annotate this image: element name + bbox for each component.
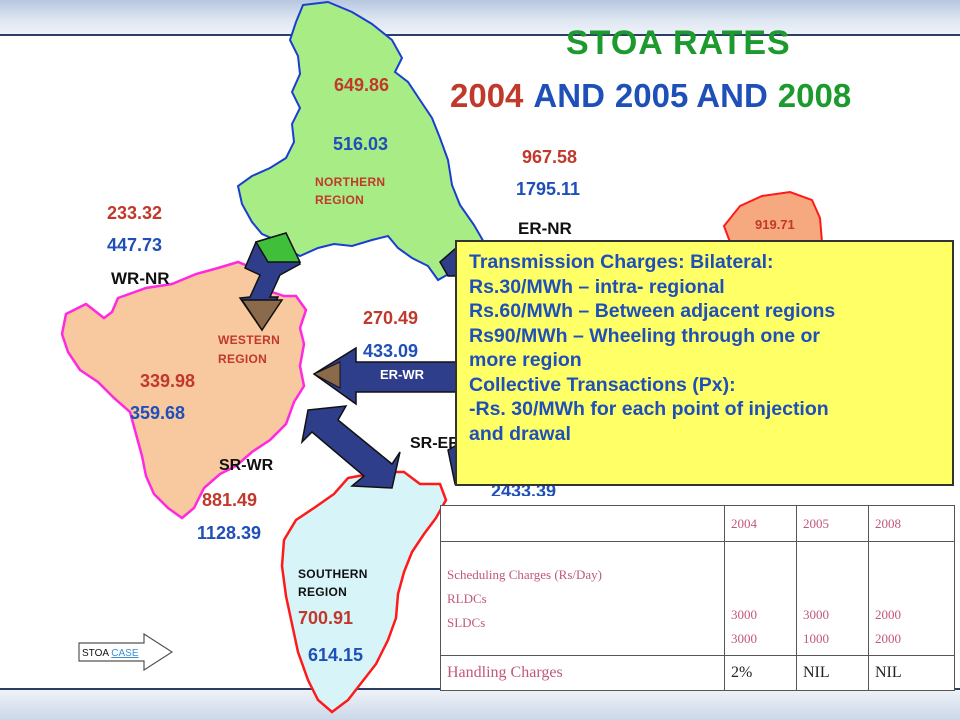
subtitle-2008: 2008 xyxy=(777,77,852,114)
table-header-2005: 2005 xyxy=(796,505,869,542)
southern-region-shape xyxy=(280,470,448,714)
note-line: Rs.60/MWh – Between adjacent regions xyxy=(469,300,836,322)
scheduling-charges-cell: Scheduling Charges (Rs/Day) RLDCs SLDCs xyxy=(440,541,725,656)
handling-2004: 2% xyxy=(724,655,797,691)
value-cell: 2000 xyxy=(875,607,901,622)
south-value-2005: 614.15 xyxy=(308,645,364,665)
table-header-2004: 2004 xyxy=(724,505,797,542)
western-region-label-line2: REGION xyxy=(218,352,268,366)
stoa-case-prefix: STOA xyxy=(82,648,109,659)
arrow-right-icon xyxy=(78,633,174,671)
west-value-2005: 359.68 xyxy=(130,403,186,423)
er-wr-value-2004: 270.49 xyxy=(363,308,419,328)
value-cell: 3000 xyxy=(731,631,757,646)
stoa-case-button[interactable]: STOA CASE xyxy=(78,633,174,671)
er-wr-label: ER-WR xyxy=(380,367,425,382)
scheduling-label: Scheduling Charges (Rs/Day) xyxy=(447,566,603,582)
sr-wr-label: SR-WR xyxy=(219,457,274,474)
south-value-2004: 700.91 xyxy=(298,608,354,628)
wr-nr-value-2005: 447.73 xyxy=(107,235,163,255)
table-row: Scheduling Charges (Rs/Day) RLDCs SLDCs … xyxy=(440,541,955,656)
note-line: Rs90/MWh – Wheeling through one or xyxy=(469,324,820,347)
note-line: and drawal xyxy=(469,422,571,445)
northern-region-label-line2: REGION xyxy=(315,193,365,207)
slide-top-bar xyxy=(0,0,960,34)
er-nr-label: ER-NR xyxy=(518,219,572,238)
sldcs-label: SLDCs xyxy=(447,614,486,630)
value-cell: 2000 xyxy=(875,631,901,646)
northern-region-shape xyxy=(236,0,487,282)
sr-wr-value-2005: 1128.39 xyxy=(197,523,262,543)
north-value-2004: 649.86 xyxy=(334,75,390,95)
handling-2005: NIL xyxy=(796,655,869,691)
handling-2008: NIL xyxy=(868,655,955,691)
scheduling-2004-cell: 3000 3000 xyxy=(724,541,797,656)
southern-region-label-line2: REGION xyxy=(298,585,348,599)
slide-subtitle: 2004 AND 2005 AND 2008 xyxy=(450,77,861,115)
wr-nr-arrow-head-north xyxy=(254,232,302,263)
table-header-2008: 2008 xyxy=(868,505,955,542)
north-value-2005: 516.03 xyxy=(333,134,389,154)
rldcs-label: RLDCs xyxy=(447,590,487,606)
table-header-empty xyxy=(440,505,725,542)
er-wr-arrow-head xyxy=(312,361,341,389)
case-link[interactable]: CASE xyxy=(111,648,139,659)
value-cell: 3000 xyxy=(803,607,829,622)
sr-wr-arrow xyxy=(300,405,401,489)
eastern-value: 919.71 xyxy=(755,217,795,232)
wr-nr-label: WR-NR xyxy=(111,269,170,288)
note-line: more region xyxy=(469,349,582,371)
scheduling-2008-cell: 2000 2000 xyxy=(868,541,955,656)
er-nr-value-2004: 967.58 xyxy=(522,147,578,167)
value-cell: 3000 xyxy=(731,607,757,622)
subtitle-and: AND xyxy=(533,77,605,114)
note-line: Transmission Charges: Bilateral: xyxy=(469,251,774,273)
stoa-case-text: STOA CASE xyxy=(82,648,139,659)
value-cell: 1000 xyxy=(803,631,829,646)
note-line: Collective Transactions (Px): xyxy=(469,373,736,396)
er-wr-value-2005: 433.09 xyxy=(363,341,419,361)
sr-er-label: SR-ER xyxy=(410,436,455,452)
charges-table: 2004 2005 2008 Scheduling Charges (Rs/Da… xyxy=(440,505,955,691)
note-line: -Rs. 30/MWh for each point of injection xyxy=(469,398,829,420)
subtitle-2004: 2004 xyxy=(450,77,524,114)
table-row: Handling Charges 2% NIL NIL xyxy=(440,655,955,691)
wr-nr-arrow-head-west xyxy=(240,299,284,332)
wr-nr-value-2004: 233.32 xyxy=(107,203,163,223)
slide-title: STOA RATES xyxy=(566,24,791,62)
transmission-charges-note: Transmission Charges: Bilateral: Rs.30/M… xyxy=(455,240,954,486)
southern-region-label-line1: SOUTHERN xyxy=(298,567,368,581)
handling-charges-label: Handling Charges xyxy=(440,655,725,691)
western-region-label-line1: WESTERN xyxy=(218,333,281,347)
subtitle-2005: 2005 AND xyxy=(614,77,768,114)
scheduling-2005-cell: 3000 1000 xyxy=(796,541,869,656)
sr-wr-value-2004: 881.49 xyxy=(202,490,258,510)
table-header-row: 2004 2005 2008 xyxy=(440,505,955,542)
northern-region-label-line1: NORTHERN xyxy=(315,175,386,189)
eastern-region-shape xyxy=(722,190,824,243)
west-value-2004: 339.98 xyxy=(140,371,196,391)
er-nr-value-2005: 1795.11 xyxy=(516,179,581,199)
slide-top-rule xyxy=(0,34,960,36)
note-line: Rs.30/MWh – intra- regional xyxy=(469,275,725,298)
